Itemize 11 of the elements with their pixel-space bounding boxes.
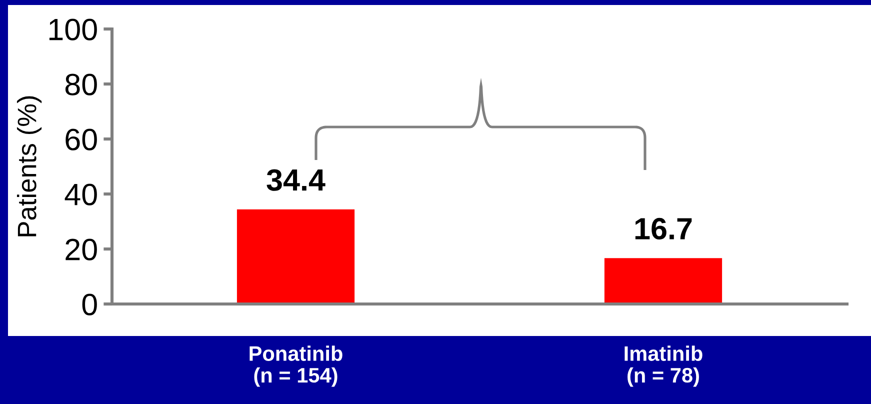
x-tick-label: Imatinib (n = 78) bbox=[624, 346, 702, 387]
data-label: 34.4 bbox=[266, 169, 326, 191]
y-tick-label: 80 bbox=[65, 74, 97, 96]
y-tick-label: 20 bbox=[66, 238, 97, 260]
data-label: 16.7 bbox=[635, 218, 692, 240]
y-tick-label: 0 bbox=[82, 294, 97, 316]
y-tick-label: 100 bbox=[49, 18, 97, 40]
y-tick-label: 60 bbox=[66, 128, 97, 150]
x-tick-label: Ponatinib (n = 154) bbox=[250, 346, 342, 387]
y-axis-title: Patients (%) bbox=[16, 96, 42, 236]
y-tick-label: 40 bbox=[64, 184, 97, 206]
